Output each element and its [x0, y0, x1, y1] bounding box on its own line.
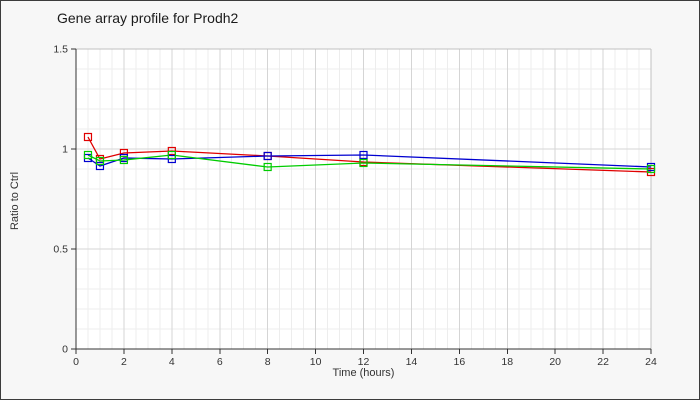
gridlines — [76, 48, 652, 349]
x-tick-label: 16 — [453, 356, 465, 368]
x-tick-label: 4 — [169, 356, 175, 368]
x-tick-label: 6 — [217, 356, 223, 368]
data-point-marker — [83, 132, 93, 142]
x-tick-label: 12 — [358, 356, 370, 368]
data-point-marker — [359, 150, 368, 160]
x-tick-label: 2 — [121, 356, 127, 368]
data-point-marker — [95, 156, 105, 166]
data-point-marker — [359, 158, 368, 168]
x-axis-label: Time (hours) — [332, 367, 395, 379]
x-tick-label: 10 — [310, 356, 322, 368]
data-point-marker — [83, 150, 93, 160]
data-point-marker — [119, 155, 129, 165]
data-point-marker — [167, 150, 176, 160]
y-tick-label: 0.5 — [53, 244, 68, 256]
x-tick-label: 14 — [406, 356, 418, 368]
y-tick-label: 0 — [62, 344, 68, 356]
chart-title: Gene array profile for Prodh2 — [57, 10, 239, 26]
series-markers-green — [83, 150, 656, 174]
data-point-marker — [263, 151, 272, 161]
x-tick-label: 24 — [645, 356, 657, 368]
x-tick-label: 8 — [265, 356, 271, 368]
x-tick-label: 20 — [549, 356, 561, 368]
y-tick-label: 1.5 — [53, 44, 68, 56]
data-point-marker — [646, 164, 656, 174]
data-point-marker — [95, 161, 105, 171]
x-tick-label: 18 — [501, 356, 513, 368]
x-tick-label: 0 — [73, 356, 79, 368]
y-tick-label: 1 — [62, 144, 68, 156]
data-point-marker — [263, 162, 272, 172]
x-tick-label: 22 — [597, 356, 609, 368]
